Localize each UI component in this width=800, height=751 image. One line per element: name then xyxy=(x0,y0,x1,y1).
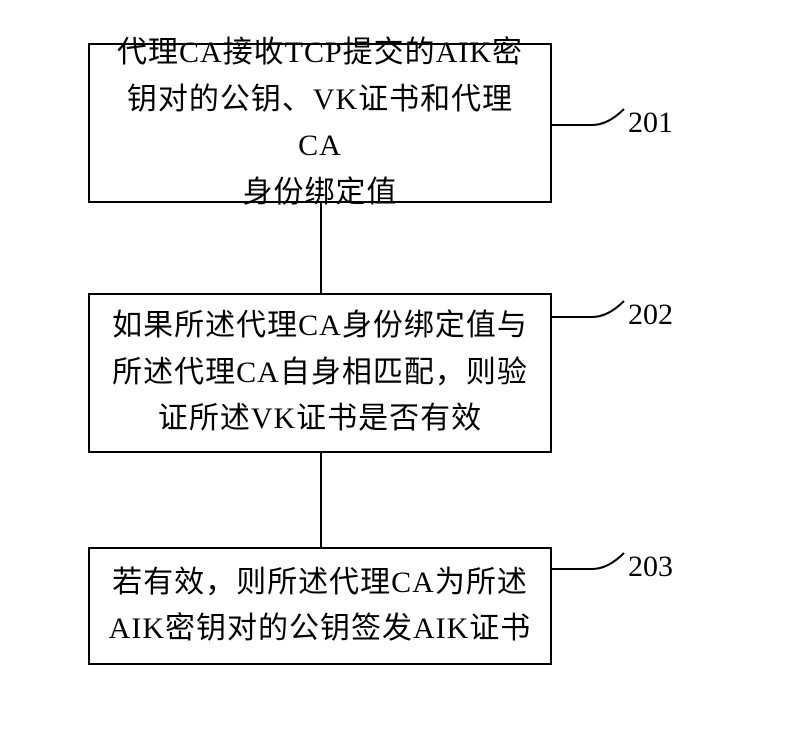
flowchart-node-2: 如果所述代理CA身份绑定值与 所述代理CA自身相匹配，则验 证所述VK证书是否有… xyxy=(88,293,552,453)
flowchart-node-1: 代理CA接收TCP提交的AIK密 钥对的公钥、VK证书和代理CA 身份绑定值 xyxy=(88,43,552,203)
flowchart-canvas: 代理CA接收TCP提交的AIK密 钥对的公钥、VK证书和代理CA 身份绑定值 2… xyxy=(0,0,800,751)
node-3-curve xyxy=(590,549,628,573)
flowchart-node-3: 若有效，则所述代理CA为所述 AIK密钥对的公钥签发AIK证书 xyxy=(88,547,552,665)
node-1-lead xyxy=(552,124,592,126)
node-2-lead xyxy=(552,316,592,318)
step-label-202: 202 xyxy=(628,298,673,332)
node-1-text: 代理CA接收TCP提交的AIK密 钥对的公钥、VK证书和代理CA 身份绑定值 xyxy=(106,30,534,216)
node-3-text: 若有效，则所述代理CA为所述 AIK密钥对的公钥签发AIK证书 xyxy=(109,560,532,653)
node-2-text: 如果所述代理CA身份绑定值与 所述代理CA自身相匹配，则验 证所述VK证书是否有… xyxy=(112,303,528,443)
step-label-201: 201 xyxy=(628,106,673,140)
connector-1-2 xyxy=(320,203,322,293)
node-2-curve xyxy=(590,297,628,321)
node-3-lead xyxy=(552,568,592,570)
node-1-curve xyxy=(590,105,628,129)
step-label-203: 203 xyxy=(628,550,673,584)
connector-2-3 xyxy=(320,453,322,547)
